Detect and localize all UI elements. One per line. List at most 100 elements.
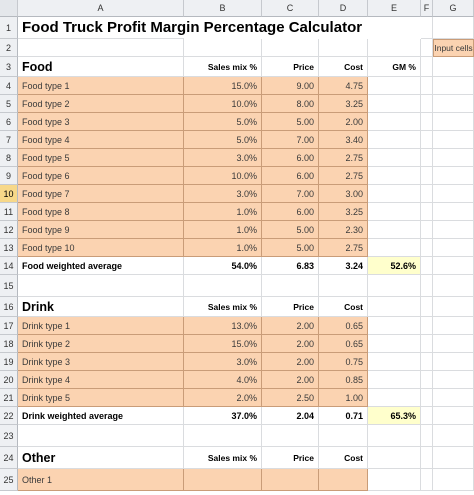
food-item-name[interactable]: Food type 2 (18, 95, 184, 113)
food-item-cell-g[interactable] (433, 95, 474, 113)
row23-cell-f[interactable] (421, 425, 433, 447)
row-header-3[interactable]: 3 (0, 57, 18, 77)
drink-header-cell-g[interactable] (433, 297, 474, 317)
other-item-cell-e[interactable] (368, 469, 421, 491)
row2-cell-f[interactable] (421, 39, 433, 57)
drink-avg-sales-mix[interactable]: 37.0% (184, 407, 262, 425)
other-header-cost[interactable]: Cost (319, 447, 368, 469)
drink-item-cell-g[interactable] (433, 371, 474, 389)
food-item-name[interactable]: Food type 1 (18, 77, 184, 95)
row-header-7[interactable]: 7 (0, 131, 18, 149)
food-item-sales-mix[interactable]: 5.0% (184, 113, 262, 131)
drink-item-cell-g[interactable] (433, 317, 474, 335)
food-item-cost[interactable]: 2.30 (319, 221, 368, 239)
drink-item-cell-g[interactable] (433, 353, 474, 371)
drink-item-cost[interactable]: 0.75 (319, 353, 368, 371)
drink-weighted-average-label[interactable]: Drink weighted average (18, 407, 184, 425)
drink-avg-cell-g[interactable] (433, 407, 474, 425)
sheet-title[interactable]: Food Truck Profit Margin Percentage Calc… (18, 17, 362, 39)
row-header-9[interactable]: 9 (0, 167, 18, 185)
column-header-e[interactable]: E (368, 0, 421, 17)
drink-item-sales-mix[interactable]: 4.0% (184, 371, 262, 389)
food-item-price[interactable]: 5.00 (262, 113, 319, 131)
food-item-price[interactable]: 6.00 (262, 149, 319, 167)
row1-cell-f[interactable] (421, 17, 433, 39)
food-item-cell-f[interactable] (421, 95, 433, 113)
column-header-b[interactable]: B (184, 0, 262, 17)
column-header-a[interactable]: A (18, 0, 184, 17)
drink-item-cell-e[interactable] (368, 389, 421, 407)
drink-item-cost[interactable]: 1.00 (319, 389, 368, 407)
food-item-name[interactable]: Food type 5 (18, 149, 184, 167)
food-item-cell-f[interactable] (421, 131, 433, 149)
food-item-cell-g[interactable] (433, 185, 474, 203)
food-item-name[interactable]: Food type 10 (18, 239, 184, 257)
row-header-15[interactable]: 15 (0, 275, 18, 297)
food-item-name[interactable]: Food type 9 (18, 221, 184, 239)
food-item-sales-mix[interactable]: 1.0% (184, 239, 262, 257)
food-item-cost[interactable]: 2.00 (319, 113, 368, 131)
food-item-name[interactable]: Food type 3 (18, 113, 184, 131)
row-header-2[interactable]: 2 (0, 39, 18, 57)
food-item-cell-e[interactable] (368, 167, 421, 185)
drink-item-cell-f[interactable] (421, 353, 433, 371)
header-gm[interactable]: GM % (368, 57, 421, 77)
food-item-sales-mix[interactable]: 10.0% (184, 167, 262, 185)
food-item-cell-g[interactable] (433, 113, 474, 131)
food-item-name[interactable]: Food type 8 (18, 203, 184, 221)
food-item-cell-f[interactable] (421, 167, 433, 185)
food-item-cell-g[interactable] (433, 221, 474, 239)
food-item-cell-g[interactable] (433, 239, 474, 257)
row15-cell-g[interactable] (433, 275, 474, 297)
other-header-sales-mix[interactable]: Sales mix % (184, 447, 262, 469)
row-header-16[interactable]: 16 (0, 297, 18, 317)
row-header-8[interactable]: 8 (0, 149, 18, 167)
other-item-name[interactable]: Other 1 (18, 469, 184, 491)
food-item-cell-f[interactable] (421, 203, 433, 221)
food-item-cell-f[interactable] (421, 149, 433, 167)
row-header-21[interactable]: 21 (0, 389, 18, 407)
row-header-23[interactable]: 23 (0, 425, 18, 447)
food-item-cell-e[interactable] (368, 185, 421, 203)
row15-cell-c[interactable] (262, 275, 319, 297)
drink-avg-price[interactable]: 2.04 (262, 407, 319, 425)
row2-cell-c[interactable] (262, 39, 319, 57)
drink-header-cost[interactable]: Cost (319, 297, 368, 317)
row15-cell-a[interactable] (18, 275, 184, 297)
row-header-6[interactable]: 6 (0, 113, 18, 131)
row-header-25[interactable]: 25 (0, 469, 18, 491)
food-avg-cell-g[interactable] (433, 257, 474, 275)
drink-header-price[interactable]: Price (262, 297, 319, 317)
food-item-price[interactable]: 7.00 (262, 185, 319, 203)
row1-cell-g[interactable] (433, 17, 474, 39)
row23-cell-e[interactable] (368, 425, 421, 447)
row23-cell-c[interactable] (262, 425, 319, 447)
food-gm-percent[interactable]: 52.6% (368, 257, 421, 275)
drink-item-cell-f[interactable] (421, 389, 433, 407)
row15-cell-f[interactable] (421, 275, 433, 297)
food-item-cell-f[interactable] (421, 113, 433, 131)
row-header-10[interactable]: 10 (0, 185, 18, 203)
food-avg-cell-f[interactable] (421, 257, 433, 275)
food-item-sales-mix[interactable]: 5.0% (184, 131, 262, 149)
drink-item-price[interactable]: 2.00 (262, 371, 319, 389)
food-item-price[interactable]: 5.00 (262, 239, 319, 257)
drink-item-name[interactable]: Drink type 3 (18, 353, 184, 371)
row-header-18[interactable]: 18 (0, 335, 18, 353)
food-item-cost[interactable]: 3.00 (319, 185, 368, 203)
food-avg-sales-mix[interactable]: 54.0% (184, 257, 262, 275)
other-item-cost[interactable] (319, 469, 368, 491)
drink-header-sales-mix[interactable]: Sales mix % (184, 297, 262, 317)
food-section-title[interactable]: Food (18, 57, 184, 77)
row-header-17[interactable]: 17 (0, 317, 18, 335)
food-header-price[interactable]: Price (262, 57, 319, 77)
other-section-title[interactable]: Other (18, 447, 184, 469)
food-item-cell-f[interactable] (421, 221, 433, 239)
drink-item-name[interactable]: Drink type 1 (18, 317, 184, 335)
food-item-price[interactable]: 9.00 (262, 77, 319, 95)
drink-item-cost[interactable]: 0.65 (319, 317, 368, 335)
drink-item-price[interactable]: 2.50 (262, 389, 319, 407)
food-item-cell-f[interactable] (421, 77, 433, 95)
food-item-cost[interactable]: 3.25 (319, 95, 368, 113)
drink-item-name[interactable]: Drink type 2 (18, 335, 184, 353)
